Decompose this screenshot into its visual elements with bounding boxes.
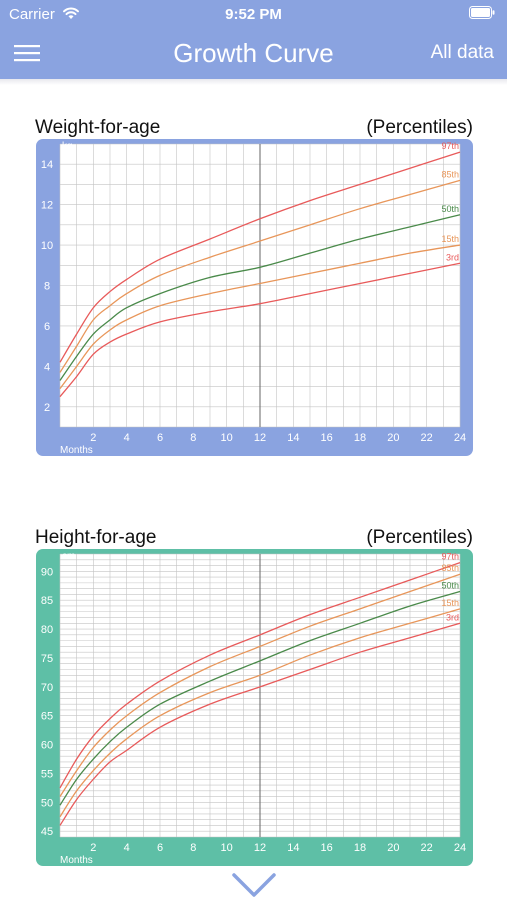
weight-y-tick: 14	[41, 159, 53, 171]
weight-x-axis-label: Months	[60, 445, 93, 456]
height-y-axis-label: cm	[62, 551, 75, 562]
height-label-50th: 50th	[441, 581, 459, 591]
weight-x-tick: 18	[354, 432, 366, 444]
weight-label-15th: 15th	[441, 234, 459, 244]
status-bar: Carrier 9:52 PM	[0, 0, 507, 28]
height-x-tick: 6	[157, 842, 163, 854]
wifi-icon	[63, 7, 79, 19]
status-time: 9:52 PM	[225, 6, 282, 23]
weight-y-tick: 4	[44, 361, 50, 373]
height-x-tick: 8	[190, 842, 196, 854]
weight-label-85th: 85th	[441, 169, 459, 179]
height-x-tick: 24	[454, 842, 466, 854]
height-y-tick: 65	[41, 711, 53, 723]
height-y-tick: 60	[41, 740, 53, 752]
height-chart-title: Height-for-age	[35, 527, 157, 548]
weight-x-tick: 24	[454, 432, 466, 444]
height-y-tick: 80	[41, 624, 53, 636]
height-label-3rd: 3rd	[446, 612, 459, 622]
chevron-down-icon[interactable]	[232, 872, 276, 898]
height-x-tick: 12	[254, 842, 266, 854]
height-series-50th	[59, 590, 461, 806]
weight-x-tick: 2	[90, 432, 96, 444]
weight-x-tick: 20	[387, 432, 399, 444]
height-chart: 97th 85th 50th 15th 3rd 45 50 55 60 65 70 75 80 85 90 2…	[36, 549, 473, 866]
weight-y-tick: 8	[44, 281, 50, 293]
weight-series-15th	[59, 244, 461, 389]
weight-x-tick: 8	[190, 432, 196, 444]
weight-chart: 97th 85th 50th 15th 3rd 2 4 6 8 10 12 14 2 4 6 8 10 12 14 1…	[36, 139, 473, 456]
weight-y-tick: 12	[41, 200, 53, 212]
height-x-tick: 4	[124, 842, 130, 854]
weight-y-tick: 2	[44, 402, 50, 414]
menu-icon[interactable]	[14, 43, 40, 63]
header: Carrier 9:52 PM Growth Curve All data	[0, 0, 507, 79]
height-x-axis-label: Months	[60, 855, 93, 866]
height-label-85th: 85th	[441, 563, 459, 573]
height-series-85th	[59, 573, 461, 797]
height-x-tick: 16	[321, 842, 333, 854]
height-y-tick: 45	[41, 826, 53, 838]
height-series-15th	[59, 608, 461, 818]
weight-chart-title: Weight-for-age	[35, 117, 161, 138]
nav-bar: Growth Curve All data	[0, 28, 507, 79]
height-label-15th: 15th	[441, 598, 459, 608]
weight-label-97th: 97th	[441, 141, 459, 151]
weight-series-50th	[59, 214, 461, 381]
all-data-button[interactable]: All data	[430, 42, 494, 63]
carrier-label: Carrier	[9, 6, 55, 23]
weight-series-85th	[59, 179, 461, 373]
weight-x-tick: 4	[124, 432, 130, 444]
weight-chart-subtitle: (Percentiles)	[366, 117, 473, 138]
height-y-tick: 50	[41, 797, 53, 809]
height-series-97th	[59, 562, 461, 789]
weight-y-axis-label: kg	[62, 141, 73, 152]
height-series-3rd	[59, 622, 461, 826]
height-chart-subtitle: (Percentiles)	[366, 527, 473, 548]
weight-label-3rd: 3rd	[446, 252, 459, 262]
height-y-tick: 55	[41, 768, 53, 780]
weight-x-tick: 6	[157, 432, 163, 444]
weight-x-tick: 14	[287, 432, 299, 444]
weight-x-tick: 22	[421, 432, 433, 444]
weight-x-tick: 10	[221, 432, 233, 444]
height-x-tick: 22	[421, 842, 433, 854]
weight-label-50th: 50th	[441, 204, 459, 214]
weight-x-tick: 16	[321, 432, 333, 444]
page-title: Growth Curve	[173, 38, 334, 68]
weight-x-tick: 12	[254, 432, 266, 444]
height-x-tick: 2	[90, 842, 96, 854]
weight-y-tick: 6	[44, 321, 50, 333]
header-shadow	[0, 79, 507, 85]
height-x-tick: 10	[221, 842, 233, 854]
height-y-tick: 75	[41, 653, 53, 665]
height-y-tick: 70	[41, 682, 53, 694]
weight-series-97th	[59, 151, 461, 363]
weight-y-tick: 10	[41, 240, 53, 252]
height-y-tick: 85	[41, 595, 53, 607]
height-y-tick: 90	[41, 566, 53, 578]
height-x-tick: 14	[287, 842, 299, 854]
height-x-tick: 20	[387, 842, 399, 854]
height-label-97th: 97th	[441, 552, 459, 562]
battery-icon	[469, 6, 495, 19]
height-x-tick: 18	[354, 842, 366, 854]
weight-series-3rd	[59, 262, 461, 398]
